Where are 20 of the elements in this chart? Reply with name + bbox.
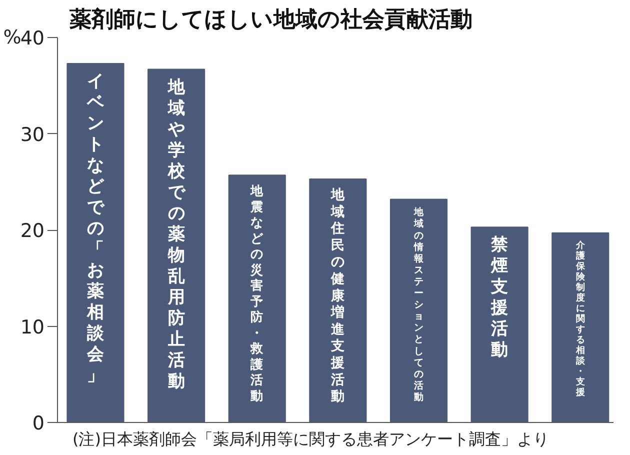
y-tick-label: 0 [32,412,45,434]
y-axis-title: % [3,26,22,48]
category-label: 地域や学校での薬物乱用防止活動 [168,77,185,392]
text: (注)日本薬剤師会「薬局利用等に関する患者アンケート調査」より [72,430,549,448]
bar [470,226,528,422]
category-label: 介護保険制度に関する相談・支援 [576,240,585,398]
y-tick-label: 30 [20,124,45,146]
category-label: 地域の情報ステーションとしての活動 [414,207,424,403]
category-label: 地震などの災害予防・救護活動 [250,183,264,403]
bar [552,232,610,422]
y-tick-label: 10 [20,316,45,338]
x-tick-label: 禁煙支援活動 [490,235,510,360]
category-label: イベントなどでの「お薬相談会」 [86,71,104,386]
y-tick-label: 40 [20,28,45,50]
chart-title: 薬剤師にしてほしい地域の社会貢献活動 [68,6,472,32]
bar [228,174,286,422]
y-tick-label: 20 [20,220,45,242]
bar [390,198,448,422]
category-label: 地域住民の健康増進支援活動 [330,186,345,405]
bar [66,62,124,422]
